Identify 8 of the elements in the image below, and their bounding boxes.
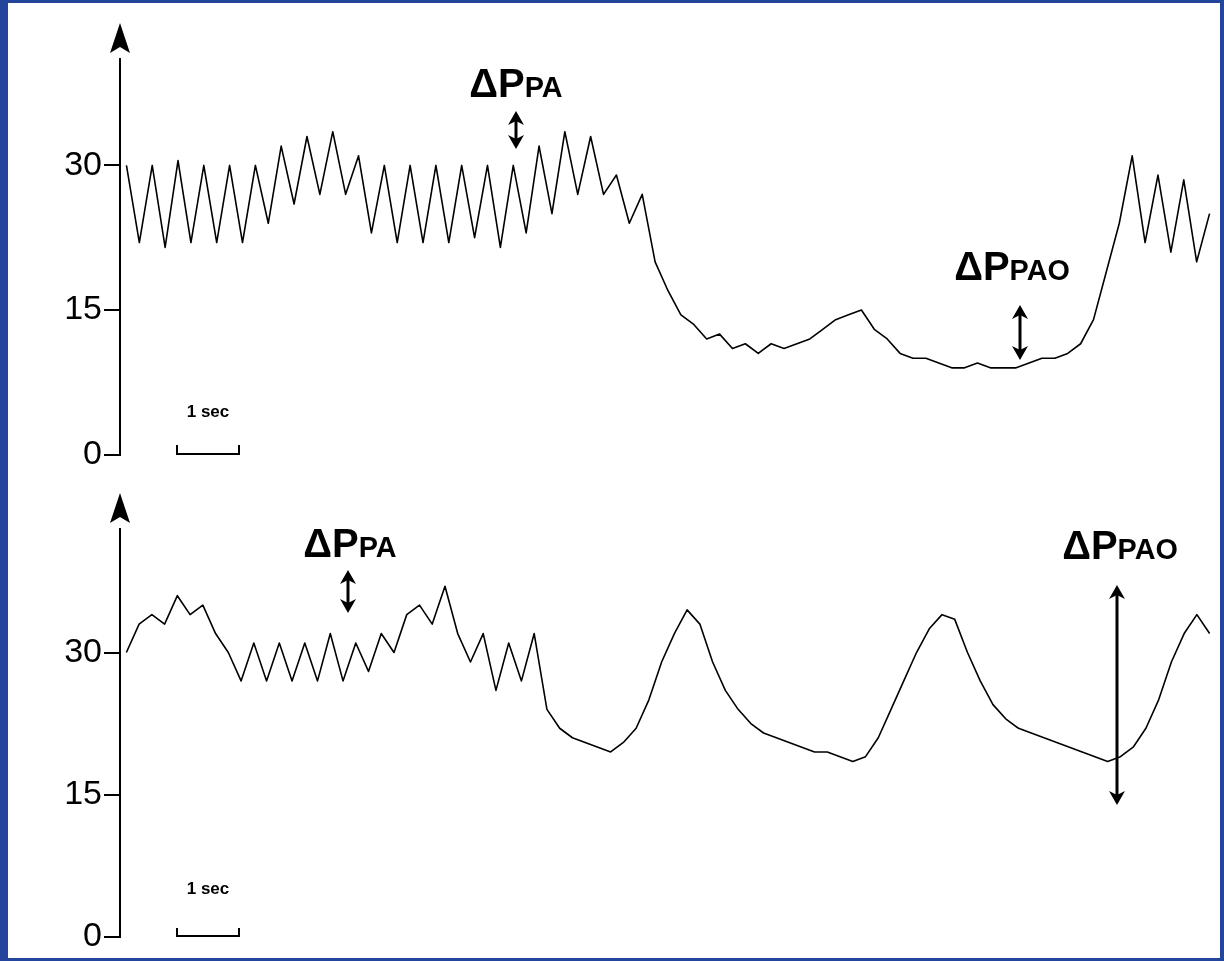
- y-tick-label: 0: [83, 432, 102, 471]
- annotation: 1 sec: [185, 879, 231, 899]
- y-tick-label: 0: [83, 914, 102, 953]
- y-tick-label: 30: [64, 630, 102, 669]
- y-tick-label: 15: [64, 772, 102, 811]
- y-tick-label: 15: [64, 288, 102, 327]
- annotation: 1 sec: [185, 402, 231, 422]
- y-tick-label: 30: [64, 143, 102, 182]
